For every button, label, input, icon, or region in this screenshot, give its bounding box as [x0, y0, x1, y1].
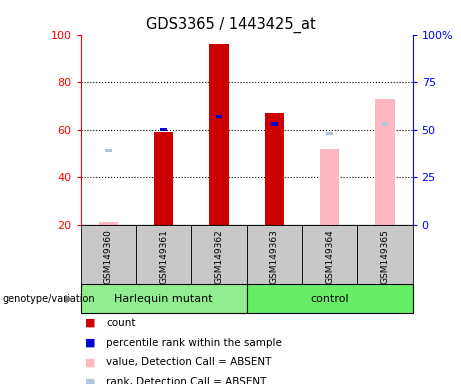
Text: rank, Detection Call = ABSENT: rank, Detection Call = ABSENT — [106, 377, 266, 384]
Text: ■: ■ — [85, 318, 96, 328]
Bar — [105, 149, 112, 152]
Bar — [154, 132, 173, 225]
Text: percentile rank within the sample: percentile rank within the sample — [106, 338, 282, 348]
Bar — [191, 225, 247, 284]
Text: GDS3365 / 1443425_at: GDS3365 / 1443425_at — [146, 17, 315, 33]
Bar — [375, 99, 395, 225]
Text: GSM149364: GSM149364 — [325, 229, 334, 284]
Bar — [302, 225, 357, 284]
Bar — [357, 225, 413, 284]
Text: ■: ■ — [85, 377, 96, 384]
Text: value, Detection Call = ABSENT: value, Detection Call = ABSENT — [106, 358, 272, 367]
Bar — [216, 114, 222, 118]
Bar — [247, 284, 413, 313]
Text: count: count — [106, 318, 136, 328]
Bar — [81, 284, 247, 313]
Text: control: control — [310, 293, 349, 304]
Bar — [382, 122, 388, 126]
Bar — [320, 149, 339, 225]
Bar — [247, 225, 302, 284]
Bar — [99, 222, 118, 225]
Text: GSM149360: GSM149360 — [104, 229, 113, 284]
Text: GSM149362: GSM149362 — [214, 229, 224, 284]
Text: ▶: ▶ — [65, 293, 73, 304]
Text: Harlequin mutant: Harlequin mutant — [114, 293, 213, 304]
Bar — [81, 225, 136, 284]
Text: ■: ■ — [85, 338, 96, 348]
Text: ■: ■ — [85, 358, 96, 367]
Bar — [326, 132, 333, 135]
Bar — [265, 113, 284, 225]
Text: GSM149361: GSM149361 — [159, 229, 168, 284]
Bar — [160, 128, 167, 131]
Text: genotype/variation: genotype/variation — [2, 293, 95, 304]
Bar — [209, 44, 229, 225]
Text: GSM149365: GSM149365 — [380, 229, 390, 284]
Bar — [136, 225, 191, 284]
Text: GSM149363: GSM149363 — [270, 229, 279, 284]
Bar — [271, 122, 278, 126]
